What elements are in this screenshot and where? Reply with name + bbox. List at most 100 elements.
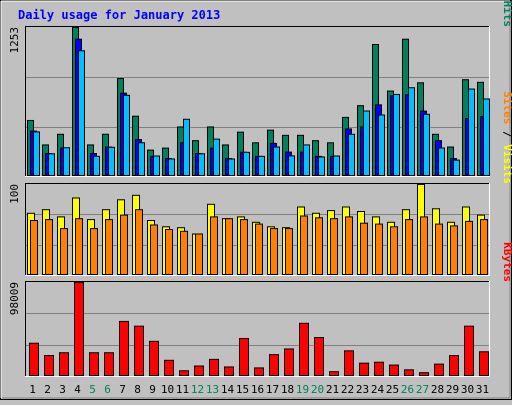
bar-pages-day-29 (453, 159, 460, 176)
legend-visits: Visits (501, 144, 512, 184)
bar-pages-day-11 (183, 118, 190, 176)
x-tick-label: 26 (401, 383, 414, 396)
bar-sites-day-15 (240, 219, 248, 276)
x-tick-label: 9 (149, 383, 156, 396)
bar-pages-day-12 (198, 153, 205, 176)
bar-kbytes-day-19 (299, 322, 309, 376)
bar-pages-day-10 (168, 158, 175, 176)
bar-pages-day-23 (363, 110, 370, 176)
bar-pages-day-13 (213, 138, 220, 177)
x-tick-label: 17 (266, 383, 279, 396)
x-tick-label: 28 (431, 383, 444, 396)
bar-pages-day-18 (288, 155, 295, 176)
bar-pages-day-15 (243, 151, 250, 177)
bar-kbytes-day-31 (479, 351, 489, 376)
series-legend-label: Sites / Visits (501, 91, 512, 184)
bar-kbytes-day-9 (149, 340, 159, 377)
bar-kbytes-day-11 (179, 370, 189, 376)
bar-sites-day-28 (435, 223, 443, 276)
bar-sites-day-10 (165, 229, 173, 275)
bar-kbytes-day-3 (59, 352, 69, 377)
bar-pages-day-17 (273, 146, 280, 177)
bar-pages-day-20 (318, 156, 325, 176)
x-tick-label: 30 (461, 383, 474, 396)
x-tick-label: 7 (119, 383, 126, 396)
bar-kbytes-day-30 (464, 325, 474, 376)
bar-sites-day-22 (345, 216, 353, 275)
bar-pages-day-21 (333, 155, 340, 176)
x-tick-label: 2 (44, 383, 51, 396)
bar-pages-day-7 (123, 94, 130, 176)
bar-kbytes-day-20 (314, 337, 324, 377)
bar-pages-day-6 (108, 146, 115, 177)
bar-sites-day-7 (120, 214, 128, 276)
legend-sites: Sites (501, 91, 512, 124)
x-tick-label: 27 (416, 383, 429, 396)
bar-kbytes-day-8 (134, 325, 144, 376)
bar-sites-day-31 (480, 219, 488, 276)
bar-sites-day-19 (300, 215, 308, 275)
bar-pages-day-5 (93, 155, 100, 177)
bar-kbytes-day-16 (254, 367, 264, 377)
bar-sites-day-24 (375, 223, 383, 276)
x-tick-label: 3 (59, 383, 66, 396)
bar-kbytes-day-7 (119, 320, 129, 376)
panel-background (25, 281, 490, 377)
bar-sites-day-20 (315, 217, 323, 276)
panel-2: 100 Sites / Visits (8, 91, 512, 276)
series-legend-label: Pages / Files / Hits (501, 0, 512, 27)
bar-sites-day-8 (135, 209, 143, 275)
chart-title: Daily usage for January 2013 (18, 8, 220, 22)
bar-kbytes-day-17 (269, 354, 279, 376)
x-tick-label: 20 (311, 383, 324, 396)
x-tick-label: 19 (296, 383, 309, 396)
bar-pages-day-3 (63, 147, 70, 176)
bar-pages-day-28 (438, 147, 445, 176)
bar-sites-day-18 (285, 228, 293, 276)
x-tick-label: 13 (206, 383, 219, 396)
bar-pages-day-9 (153, 155, 160, 176)
bar-pages-day-4 (78, 50, 85, 177)
x-tick-label: 25 (386, 383, 399, 396)
bar-sites-day-25 (390, 226, 398, 276)
bar-kbytes-day-14 (224, 366, 234, 376)
bar-kbytes-day-18 (284, 348, 294, 376)
bar-kbytes-day-29 (449, 355, 459, 377)
bar-sites-day-13 (210, 216, 218, 275)
legend-hits: Hits (501, 1, 512, 28)
bar-pages-day-14 (228, 158, 235, 176)
bar-sites-day-26 (405, 219, 413, 276)
x-tick-label: 24 (371, 383, 385, 396)
bar-kbytes-day-28 (434, 363, 444, 376)
bar-kbytes-day-15 (239, 337, 249, 376)
x-tick-label: 21 (326, 383, 339, 396)
panel-3: 98009 KBytes (8, 242, 512, 377)
bar-kbytes-day-6 (104, 352, 114, 377)
bar-sites-day-30 (465, 220, 473, 275)
bar-sites-day-4 (75, 218, 83, 275)
bar-kbytes-day-26 (404, 369, 414, 376)
y-tick-label: 100 (8, 184, 21, 204)
bar-pages-day-27 (423, 113, 430, 176)
bar-kbytes-day-27 (419, 372, 429, 376)
bar-sites-day-1 (30, 220, 38, 275)
x-tick-label: 6 (104, 383, 111, 396)
bar-pages-day-19 (303, 144, 310, 176)
legend-kbytes: KBytes (501, 242, 512, 282)
bar-sites-day-9 (150, 224, 158, 275)
y-tick-label: 1253 (8, 27, 21, 54)
bar-sites-day-11 (180, 230, 188, 276)
bar-pages-day-24 (378, 114, 385, 176)
bar-kbytes-day-10 (164, 359, 174, 376)
bar-sites-day-14 (225, 218, 233, 275)
x-tick-label: 22 (341, 383, 354, 396)
bar-kbytes-day-12 (194, 365, 204, 377)
x-tick-label: 14 (221, 383, 235, 396)
bar-kbytes-day-5 (89, 352, 99, 377)
x-tick-label: 12 (191, 383, 204, 396)
bar-sites-day-21 (330, 218, 338, 275)
bar-sites-day-29 (450, 225, 458, 275)
legend-separator: / (501, 124, 512, 144)
bar-pages-day-25 (393, 93, 400, 176)
